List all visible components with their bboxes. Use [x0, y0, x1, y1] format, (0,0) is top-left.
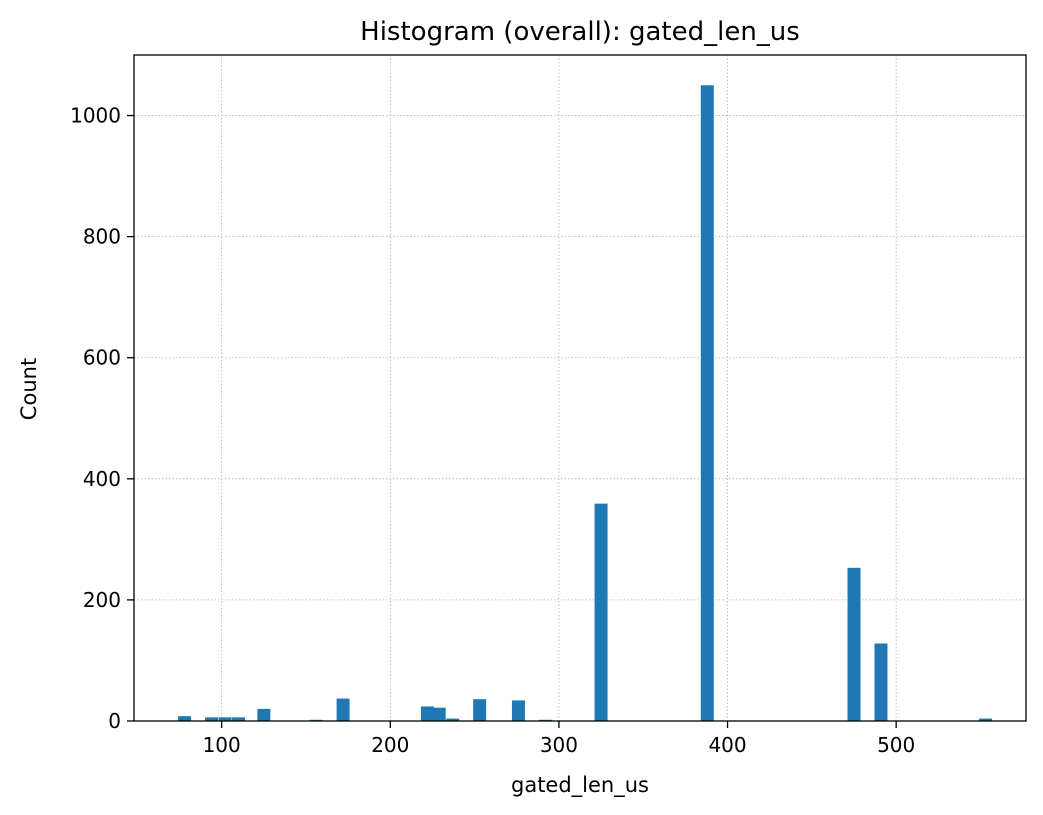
y-tick-label: 800	[83, 225, 121, 249]
x-axis-label: gated_len_us	[511, 773, 649, 798]
x-axis-ticks: 100 200 300 400 500	[203, 721, 915, 757]
histogram-bar	[257, 708, 271, 721]
histogram-bar	[232, 717, 246, 721]
histogram-bar	[700, 85, 714, 722]
histogram-bar	[336, 698, 350, 721]
x-tick-label: 100	[203, 733, 241, 757]
histogram-bar	[847, 567, 861, 721]
y-tick-label: 400	[83, 467, 121, 491]
histogram-bar	[432, 707, 446, 721]
histogram-bar	[511, 700, 525, 721]
y-axis-ticks: 0 200 400 600 800 1000	[70, 104, 134, 733]
y-tick-label: 1000	[70, 104, 121, 128]
y-tick-label: 200	[83, 588, 121, 612]
x-tick-label: 200	[371, 733, 409, 757]
x-tick-label: 300	[540, 733, 578, 757]
histogram-bar	[420, 706, 434, 721]
histogram-bar	[979, 718, 993, 721]
x-tick-label: 400	[708, 733, 746, 757]
histogram-bar	[594, 503, 608, 721]
histogram-bar	[178, 716, 192, 721]
histogram-bar	[473, 699, 487, 721]
y-tick-label: 600	[83, 346, 121, 370]
chart-title: Histogram (overall): gated_len_us	[360, 17, 800, 47]
plot-frame	[133, 54, 1027, 722]
histogram-bar	[874, 643, 888, 721]
histogram-bar	[218, 717, 232, 721]
histogram-bar	[446, 718, 460, 721]
bars	[178, 85, 993, 722]
histogram-bar	[205, 717, 219, 721]
x-tick-label: 500	[877, 733, 915, 757]
y-axis-label: Count	[17, 358, 41, 420]
y-tick-label: 0	[108, 709, 121, 733]
